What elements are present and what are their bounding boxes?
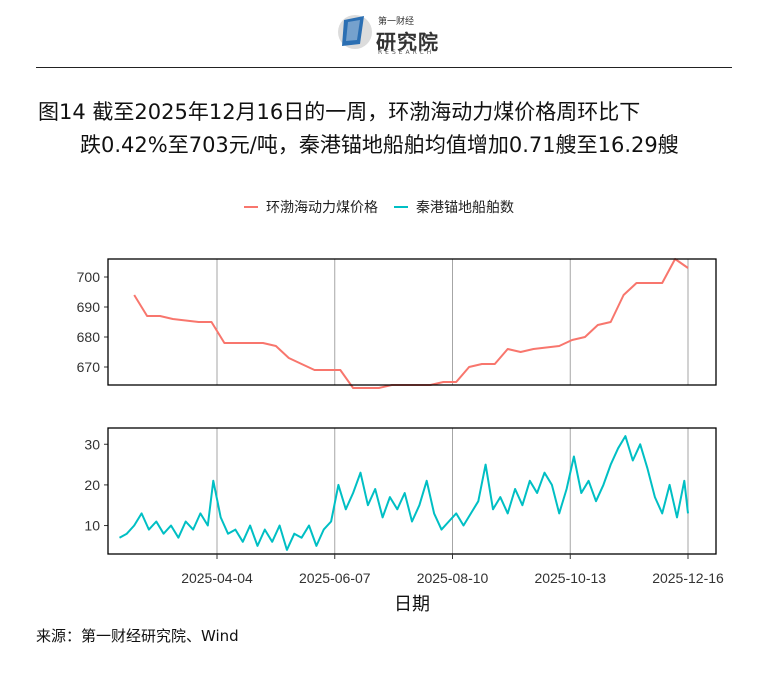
y-tick-label-0-3: 700 (77, 269, 101, 285)
chart-title-line1: 图14 截至2025年12月16日的一周，环渤海动力煤价格周环比下 (38, 100, 641, 124)
y-tick-label-0-0: 670 (77, 359, 101, 375)
logo-top-text: 第一财经 (378, 17, 415, 27)
legend-key-price (244, 206, 258, 208)
y-tick-label-1-2: 30 (84, 436, 100, 452)
chart-title-line2: 跌0.42%至703元/吨，秦港锚地船舶均值增加0.71艘至16.29艘 (80, 133, 679, 157)
legend-item-price: 环渤海动力煤价格 (244, 197, 378, 217)
legend-item-ships: 秦港锚地船舶数 (394, 197, 514, 217)
chart-title: 图14 截至2025年12月16日的一周，环渤海动力煤价格周环比下 跌0.42%… (38, 96, 738, 162)
y-tick-label-1-0: 10 (84, 518, 100, 534)
x-tick-label-0: 2025-04-04 (181, 570, 253, 586)
legend: 环渤海动力煤价格 秦港锚地船舶数 (244, 197, 530, 217)
y-tick-label-0-2: 690 (77, 299, 101, 315)
header-divider (36, 67, 732, 68)
x-tick-label-4: 2025-12-16 (652, 570, 724, 586)
panel-frame-0 (107, 258, 717, 386)
logo-mark-icon (338, 15, 372, 49)
legend-key-ships (394, 206, 408, 208)
x-axis-title: 日期 (394, 594, 430, 615)
legend-label-ships: 秦港锚地船舶数 (416, 200, 514, 216)
logo-text: 研究院 (376, 30, 439, 54)
x-tick-label-2: 2025-08-10 (417, 570, 489, 586)
series-line-1 (119, 435, 689, 551)
x-tick-label-3: 2025-10-13 (534, 570, 606, 586)
logo: 第一财经 研究院 RESEARCH (334, 8, 444, 58)
y-tick-label-1-1: 20 (84, 477, 100, 493)
x-tick-label-1: 2025-06-07 (299, 570, 371, 586)
legend-label-price: 环渤海动力煤价格 (266, 200, 378, 216)
logo-subtext: RESEARCH (378, 49, 435, 56)
source-note: 来源：第一财经研究院、Wind (36, 627, 239, 645)
y-tick-label-0-1: 680 (77, 329, 101, 345)
panel-frame-1 (107, 427, 717, 555)
